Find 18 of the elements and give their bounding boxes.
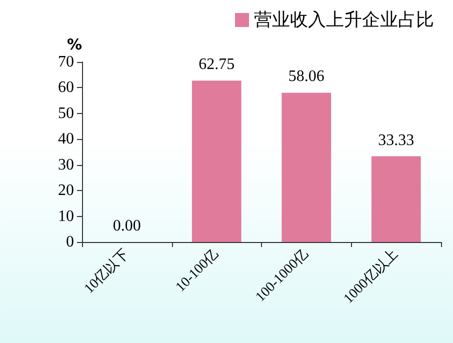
y-tick-label: 20	[58, 182, 74, 200]
bar	[371, 156, 421, 242]
x-tick-label: 10亿以下	[81, 246, 132, 297]
text: 0.00	[112, 218, 141, 234]
y-tick-label: 30	[58, 156, 74, 174]
text: 58.06	[288, 68, 324, 86]
y-tick-label: 50	[58, 104, 74, 122]
y-axis-title: %	[66, 36, 82, 54]
y-tick-label: 0	[66, 234, 74, 250]
bar	[192, 80, 242, 242]
text: 62.75	[198, 56, 235, 74]
bar	[282, 92, 332, 242]
y-tick-label: 70	[58, 54, 74, 70]
text: 33.33	[378, 132, 414, 149]
legend-label: 营业收入上升企业占比	[254, 10, 434, 30]
y-tick-label: 10	[58, 208, 74, 225]
y-tick-label: 40	[58, 130, 74, 148]
y-tick-label: 60	[58, 79, 74, 96]
